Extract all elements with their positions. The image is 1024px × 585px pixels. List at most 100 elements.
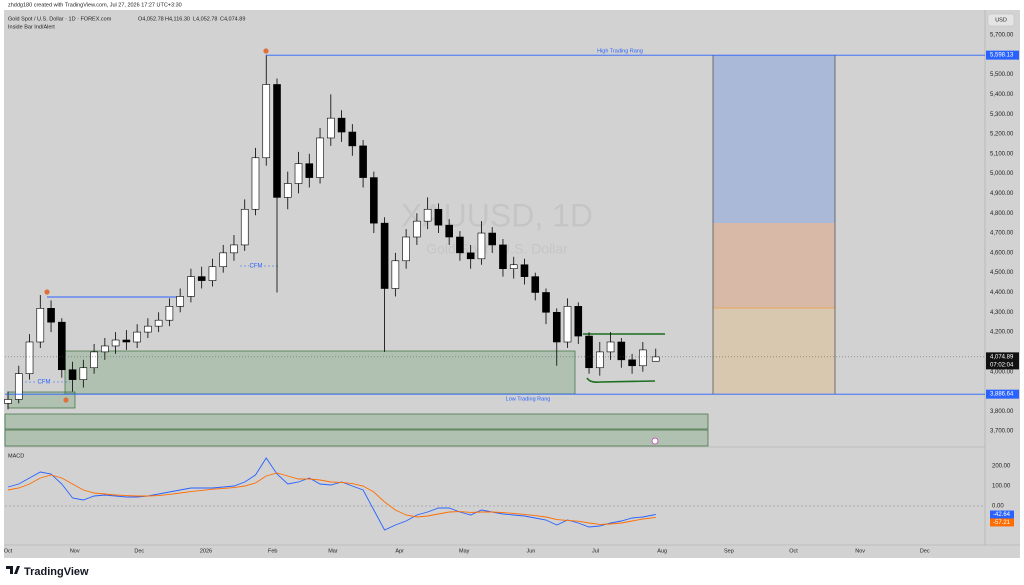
candle-body — [423, 208, 432, 222]
candle-body — [133, 331, 141, 343]
candle-body — [585, 335, 593, 369]
y-tick-label: 5,700.00 — [990, 33, 1014, 39]
y-tick-label: 4,000.00 — [990, 369, 1014, 375]
candle-body — [273, 84, 281, 198]
candle-body — [456, 236, 464, 254]
candle-body — [445, 224, 453, 238]
y-tick-label: 4,500.00 — [990, 270, 1014, 276]
target-zone — [713, 55, 835, 223]
candle-body — [262, 84, 271, 159]
chart-background — [4, 10, 1020, 558]
cfm-label: CFM — [38, 380, 51, 386]
pivot-dot — [263, 48, 269, 54]
watermark: XAUUSD, 1D — [401, 197, 593, 233]
candle-body — [240, 208, 249, 246]
candle-body — [79, 367, 88, 380]
demand-zone — [4, 429, 709, 447]
currency-label: USD — [995, 17, 1007, 23]
candle-body — [359, 145, 367, 178]
axis-price-label: 5,598.13 — [990, 53, 1014, 59]
candle-body — [542, 292, 550, 313]
y-tick-label: 5,100.00 — [990, 151, 1014, 157]
candle-body — [58, 321, 66, 371]
y-tick-label: 5,200.00 — [990, 132, 1014, 138]
candle-body — [596, 351, 604, 369]
x-tick-label: Apr — [395, 548, 404, 554]
candle-body — [305, 163, 314, 178]
brand-name: TradingView — [24, 566, 89, 578]
candle-body — [316, 137, 324, 178]
demand-zone — [4, 413, 709, 430]
stop-zone — [713, 223, 835, 308]
cfm-bg — [249, 262, 263, 270]
channel-bottom — [586, 377, 656, 383]
y-tick-label: 5,500.00 — [990, 72, 1014, 78]
axis-value-box — [990, 518, 1014, 527]
axis-price-box — [986, 389, 1019, 399]
x-tick-label: Sep — [724, 548, 734, 554]
x-tick-label: Mar — [328, 548, 338, 554]
demand-zone — [64, 350, 576, 395]
x-tick-label: 2026 — [200, 548, 212, 554]
axis-price-label: 3,886.64 — [990, 392, 1014, 398]
y-tick-label: 5,000.00 — [990, 171, 1014, 177]
candle-body — [197, 276, 206, 281]
x-tick-label: Nov — [855, 548, 865, 554]
level-label: High Trading Rang — [597, 48, 643, 54]
countdown-label: 07:02:04 — [990, 362, 1014, 368]
ohlc-open: O4,052.78 — [138, 16, 164, 22]
candle-body — [90, 351, 98, 369]
x-tick-label: Nov — [70, 548, 80, 554]
x-tick-label: Oct — [789, 548, 798, 554]
candle-body — [617, 341, 626, 361]
candle-body — [520, 264, 529, 277]
axis-price-label: 4,074.89 — [990, 354, 1014, 360]
magnet-icon[interactable] — [651, 437, 659, 445]
candle-body — [488, 232, 497, 246]
axis-price-box — [986, 352, 1019, 370]
axis-value-label: -57.21 — [993, 520, 1011, 526]
currency-button[interactable] — [987, 13, 1015, 27]
candle-body — [628, 359, 636, 367]
y-tick-label: 4,600.00 — [990, 250, 1014, 256]
candle-body — [402, 236, 410, 262]
candle-body — [230, 244, 238, 254]
y-tick-label: 0.00 — [992, 504, 1004, 510]
macd-line — [7, 472, 656, 525]
level-label: Low Trading Rang — [506, 396, 551, 402]
candle-body — [25, 341, 34, 374]
x-tick-label: May — [459, 548, 470, 554]
y-tick-label: 4,800.00 — [990, 211, 1014, 217]
y-tick-label: 4,300.00 — [990, 310, 1014, 316]
brand-logo — [6, 566, 20, 574]
cfm-bg — [37, 378, 51, 386]
macd-title: MACD — [8, 453, 24, 459]
y-tick-label: 4,700.00 — [990, 231, 1014, 237]
y-tick-label: 5,400.00 — [990, 92, 1014, 98]
x-tick-label: Feb — [268, 548, 277, 554]
candle-body — [122, 339, 131, 343]
candle-body — [531, 276, 540, 293]
candle-body — [144, 325, 152, 333]
candle-body — [208, 266, 217, 281]
candle-body — [552, 311, 561, 343]
candle-body — [187, 276, 195, 297]
y-tick-label: 5,300.00 — [990, 112, 1014, 118]
candle-body — [36, 308, 45, 343]
x-tick-label: Aug — [657, 548, 667, 554]
brand-icon — [6, 566, 20, 574]
macd-line — [7, 457, 656, 531]
candle-body — [413, 220, 421, 238]
candle-body — [606, 341, 615, 353]
candle-body — [294, 163, 303, 184]
candle-body — [154, 319, 163, 327]
y-tick-label: 4,900.00 — [990, 191, 1014, 197]
x-tick-label: Oct — [4, 548, 13, 554]
entry-zone — [713, 308, 835, 394]
candle-body — [14, 373, 23, 400]
cfm-label: CFM — [250, 264, 263, 270]
candle-body — [574, 306, 583, 337]
candle-body — [68, 369, 77, 380]
candle-body — [337, 117, 346, 133]
